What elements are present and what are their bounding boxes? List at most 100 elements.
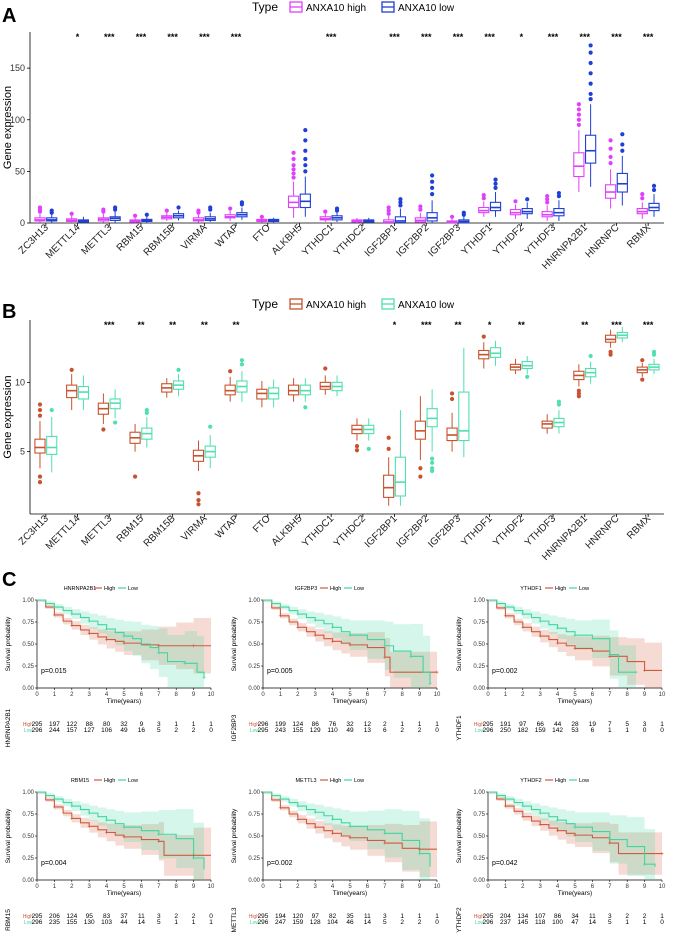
- box-low: [77, 375, 90, 411]
- outlier-point: [208, 205, 213, 210]
- outlier-point: [493, 177, 498, 182]
- km-risk-count-high: 0: [209, 913, 213, 920]
- outlier-point: [576, 122, 581, 128]
- km-risk-count-low: 142: [552, 727, 563, 734]
- box-low: [521, 197, 533, 219]
- km-y-axis-label: Survival probability: [5, 616, 12, 671]
- significance-label: **: [454, 320, 462, 330]
- significance-label: **: [201, 320, 209, 330]
- box-iqr: [489, 201, 502, 212]
- km-risk-count-high: 2: [625, 913, 629, 920]
- km-curve-high: [263, 791, 437, 850]
- km-risk-count-high: 120: [292, 913, 303, 920]
- significance-label: ***: [167, 32, 178, 42]
- km-gene-title: RBM15: [71, 778, 89, 784]
- box-high: [129, 423, 141, 479]
- x-tick-label: RBMX: [625, 222, 653, 250]
- km-risk-count-high: 11: [138, 913, 145, 920]
- gene-group-igf2bp2: *** IGF2BP2: [395, 32, 438, 259]
- outlier-point: [576, 112, 581, 117]
- km-risk-count-high: 35: [346, 913, 354, 920]
- box-high: [573, 102, 585, 193]
- x-tick-label: FTO: [251, 222, 273, 244]
- outlier-point: [620, 142, 625, 147]
- outlier-point: [37, 407, 43, 413]
- km-risk-count-high: 32: [346, 721, 354, 728]
- box-high: [224, 206, 236, 221]
- km-y-tick-label: 1.00: [22, 598, 34, 604]
- km-y-tick-label: 0.00: [248, 686, 260, 692]
- km-legend-high: High: [104, 586, 115, 592]
- km-ci-band-low: [37, 792, 205, 880]
- km-legend-high: High: [330, 778, 341, 784]
- km-x-tick-label: 9: [643, 692, 647, 698]
- significance-label: ***: [421, 32, 432, 42]
- outlier-point: [545, 194, 550, 199]
- gene-group-rbm15b: *** RBM15B: [142, 32, 185, 258]
- box-iqr: [573, 152, 585, 178]
- km-x-tick-label: 7: [157, 692, 161, 698]
- km-ci-band-low: [488, 792, 656, 880]
- outlier-point: [386, 205, 391, 210]
- km-x-tick-label: 0: [486, 884, 490, 890]
- outlier-point: [556, 399, 562, 404]
- km-risk-count-high: 1: [400, 721, 404, 728]
- significance-label: ***: [104, 320, 115, 330]
- gene-group-mettl14: * METTL14: [44, 32, 90, 261]
- box-high: [192, 208, 205, 223]
- box-high: [604, 138, 617, 209]
- legend-label-high: ANXA10 high: [306, 3, 366, 14]
- km-x-tick-label: 4: [556, 692, 560, 698]
- outlier-point: [144, 212, 149, 217]
- km-risk-count-low: 155: [292, 727, 303, 734]
- box-low: [584, 43, 597, 187]
- km-y-tick-label: 0.50: [473, 642, 485, 648]
- km-risk-count-low: 5: [157, 727, 161, 734]
- km-risk-label-high: High: [474, 722, 485, 728]
- km-x-tick-label: 8: [626, 692, 630, 698]
- km-y-tick-label: 0.25: [473, 664, 485, 670]
- km-x-tick-label: 8: [401, 884, 405, 890]
- panel-letter: B: [2, 301, 16, 323]
- gene-group-zc3h13: ZC3H13: [17, 402, 58, 547]
- km-risk-count-high: 3: [643, 721, 647, 728]
- outlier-point: [259, 214, 264, 219]
- gene-group-ythdf3: ***YTHDF3: [523, 32, 565, 258]
- km-risk-count-high: 7: [608, 721, 612, 728]
- km-ci-band-low: [263, 792, 431, 880]
- outlier-point: [239, 358, 245, 363]
- significance-label: *: [76, 32, 80, 42]
- x-tick-label: RBM15B: [142, 513, 178, 549]
- x-tick-label: METTL3: [79, 513, 114, 548]
- km-risk-count-low: 155: [66, 919, 77, 926]
- outlier-point: [481, 196, 486, 201]
- km-curve-low: [37, 791, 205, 870]
- km-risk-count-low: 0: [660, 919, 664, 926]
- significance-label: ***: [453, 32, 464, 42]
- outlier-point: [398, 203, 403, 208]
- box-high: [414, 396, 426, 479]
- outlier-point: [291, 167, 296, 172]
- box-low: [458, 347, 470, 458]
- outlier-point: [303, 138, 308, 143]
- km-x-tick-label: 5: [573, 692, 577, 698]
- box-iqr: [584, 134, 597, 164]
- km-risk-count-high: 1: [435, 913, 439, 920]
- gene-group-ythdf3: YTHDF3: [523, 399, 565, 549]
- km-x-tick-label: 1: [53, 692, 57, 698]
- gene-group-igf2bp3: *** IGF2BP3: [426, 32, 470, 259]
- outlier-point: [101, 207, 106, 212]
- outlier-point: [303, 127, 308, 133]
- km-risk-count-low: 159: [292, 919, 303, 926]
- box-iqr: [394, 456, 407, 497]
- box-low: [267, 217, 280, 223]
- km-risk-count-high: 124: [292, 721, 303, 728]
- km-risk-count-high: 32: [120, 721, 128, 728]
- km-y-tick-label: 0.75: [248, 620, 260, 626]
- outlier-point: [545, 197, 550, 202]
- outlier-point: [588, 91, 593, 97]
- km-curve-low: [37, 599, 205, 678]
- box-low: [489, 340, 502, 366]
